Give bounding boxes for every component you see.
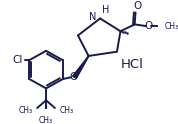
Polygon shape — [73, 56, 89, 78]
Text: O: O — [133, 1, 142, 11]
Text: O: O — [69, 72, 78, 82]
Text: HCl: HCl — [121, 58, 143, 71]
Text: CH₃: CH₃ — [19, 106, 33, 115]
Text: CH₃: CH₃ — [39, 116, 53, 124]
Text: CH₃: CH₃ — [59, 106, 74, 115]
Text: N: N — [89, 12, 96, 22]
Text: CH₃: CH₃ — [165, 22, 178, 31]
Text: Cl: Cl — [13, 55, 23, 65]
Text: O: O — [145, 21, 153, 31]
Text: H: H — [102, 5, 109, 15]
